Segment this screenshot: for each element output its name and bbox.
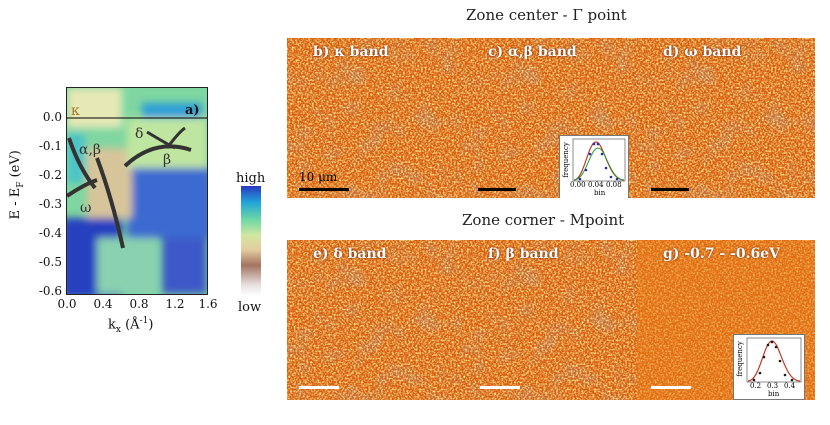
arpes-panel: κ α,β ω δ β a) 0.0 -0.1 -0.2 -0.3 -0.4 -… xyxy=(0,0,280,340)
inset-x-tick: 0.3 xyxy=(767,382,779,390)
map-panel-g: g) -0.7 - -0.6eV frequency 0.2 0.3 0.4 b… xyxy=(637,240,815,400)
panel-label-f: f) β band xyxy=(488,246,559,262)
inset-x-label: bin xyxy=(768,390,780,398)
inset-x-tick: 0.4 xyxy=(784,382,796,390)
colorbar-low-label: low xyxy=(238,300,262,315)
band-label-delta: δ xyxy=(135,126,143,142)
map-panel-c: c) α,β band frequency 0.00 0.04 0.08 bin xyxy=(462,38,640,198)
scalebar xyxy=(478,188,516,191)
y-tick: -0.1 xyxy=(38,139,62,153)
panel-label-b: b) κ band xyxy=(313,44,389,60)
y-tick: -0.5 xyxy=(38,255,62,269)
x-tick: 1.6 xyxy=(198,297,218,311)
arpes-plot: κ α,β ω δ β a) xyxy=(67,88,207,294)
histogram-inset-c: frequency 0.00 0.04 0.08 bin xyxy=(559,135,629,198)
band-label-beta: β xyxy=(163,152,171,168)
panel-label-c: c) α,β band xyxy=(488,44,577,60)
map-panel-b: b) κ band 10 μm xyxy=(287,38,465,198)
inset-x-tick: 0.08 xyxy=(606,181,622,189)
panel-label-a: a) xyxy=(185,103,200,118)
y-tick: -0.4 xyxy=(38,226,62,240)
map-panel-f: f) β band xyxy=(462,240,640,400)
scalebar xyxy=(299,188,349,191)
y-tick: -0.6 xyxy=(38,284,62,298)
scalebar-label: 10 μm xyxy=(299,170,338,184)
zone-corner-title: Zone corner - Mpoint xyxy=(462,211,625,229)
arpes-frame xyxy=(66,87,208,295)
x-tick: 0.4 xyxy=(93,297,113,311)
x-tick: 1.2 xyxy=(165,297,185,311)
map-panel-d: d) ω band xyxy=(637,38,815,198)
panel-label-d: d) ω band xyxy=(663,44,742,60)
x-axis-label: kx (Å-1) xyxy=(108,316,154,335)
y-tick: -0.3 xyxy=(38,197,62,211)
inset-y-label: frequency xyxy=(735,341,744,377)
band-label-alpha-beta: α,β xyxy=(79,142,101,158)
inset-x-tick: 0.00 xyxy=(570,181,586,189)
band-label-omega: ω xyxy=(80,200,91,216)
zone-center-title: Zone center - Γ point xyxy=(466,6,627,24)
histogram-inset-g: frequency 0.2 0.3 0.4 bin xyxy=(733,334,805,400)
y-tick: -0.2 xyxy=(38,168,62,182)
scalebar xyxy=(299,386,339,389)
inset-x-tick: 0.2 xyxy=(750,382,762,390)
map-panel-e: e) δ band xyxy=(287,240,465,400)
x-tick: 0.0 xyxy=(57,297,77,311)
scalebar xyxy=(651,188,689,191)
colorbar-high-label: high xyxy=(236,171,266,186)
x-tick: 0.8 xyxy=(129,297,149,311)
inset-x-label: bin xyxy=(594,189,606,197)
inset-y-label: frequency xyxy=(561,142,570,178)
panel-label-e: e) δ band xyxy=(313,246,387,262)
inset-x-tick: 0.04 xyxy=(588,181,604,189)
scalebar xyxy=(480,386,520,389)
colorbar xyxy=(241,186,261,296)
band-label-kappa: κ xyxy=(71,103,80,119)
scalebar xyxy=(651,386,691,389)
y-axis-label: E - EF (eV) xyxy=(8,150,26,220)
panel-label-g: g) -0.7 - -0.6eV xyxy=(663,246,780,262)
y-tick: 0.0 xyxy=(42,110,62,124)
